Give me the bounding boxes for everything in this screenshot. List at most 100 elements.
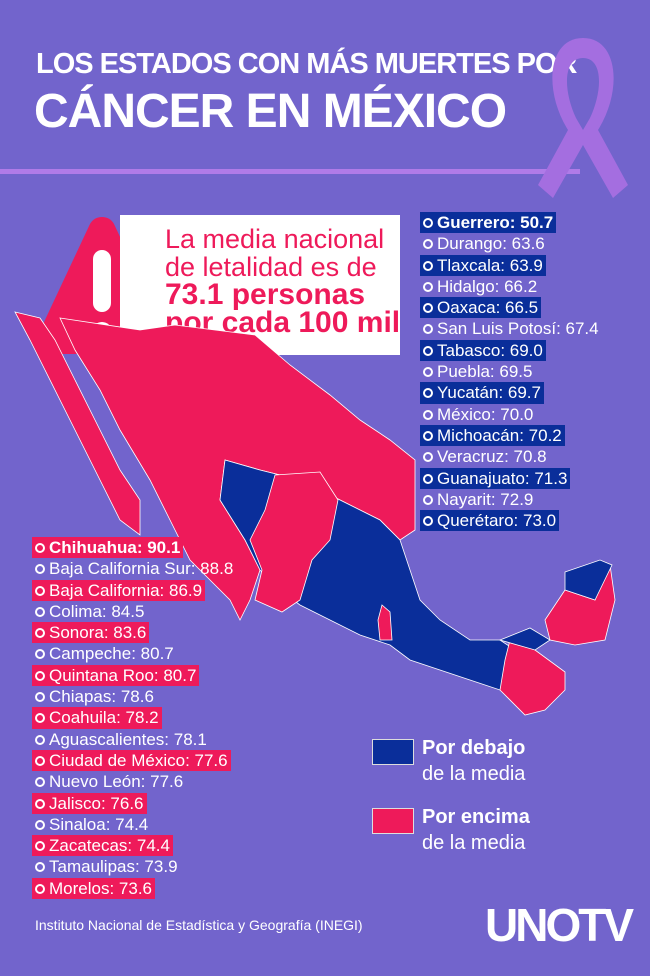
state-item: Ciudad de México: 77.6 <box>32 749 231 772</box>
alert-line-2: de letalidad es de <box>165 252 377 282</box>
bullet-icon <box>423 516 433 527</box>
bullet-icon <box>35 564 45 575</box>
state-label: Campeche: 80.7 <box>49 644 174 664</box>
state-label: Zacatecas: 74.4 <box>49 836 170 856</box>
state-item: México: 70.0 <box>420 404 602 425</box>
state-label: Puebla: 69.5 <box>437 362 533 382</box>
bullet-icon <box>35 713 45 724</box>
state-label: Sonora: 83.6 <box>49 623 147 643</box>
bullet-icon <box>35 649 45 660</box>
legend-below-bold: Por debajo <box>422 737 526 759</box>
state-label: Baja California: 86.9 <box>49 580 203 600</box>
state-item: Veracruz: 70.8 <box>420 446 602 467</box>
state-item: Colima: 84.5 <box>32 601 236 622</box>
state-item: Campeche: 80.7 <box>32 643 236 664</box>
state-label: Oaxaca: 66.5 <box>437 298 539 318</box>
state-item: Oaxaca: 66.5 <box>420 297 542 319</box>
map-region-baja <box>14 311 141 536</box>
state-label: Jalisco: 76.6 <box>49 793 144 813</box>
state-item: San Luis Potosí: 67.4 <box>420 318 602 339</box>
title-line-2: CÁNCER EN MÉXICO <box>34 85 507 138</box>
bullet-icon <box>35 543 45 553</box>
map-region-cdmx-morelos <box>377 604 393 641</box>
alert-line-1: La media nacional <box>165 224 385 254</box>
bullet-icon <box>423 345 433 356</box>
state-label: Baja California Sur: 88.8 <box>49 559 234 579</box>
bullet-icon <box>35 585 45 596</box>
bullet-icon <box>423 388 433 399</box>
mexico-map <box>14 311 616 716</box>
legend-above-rest: de la media <box>422 832 526 854</box>
state-item: Zacatecas: 74.4 <box>32 835 173 857</box>
state-item: Michoacán: 70.2 <box>420 424 565 447</box>
bullet-icon <box>35 628 45 639</box>
state-item: Morelos: 73.6 <box>32 877 155 900</box>
bullet-icon <box>35 734 45 745</box>
bullet-icon <box>35 841 45 852</box>
state-label: Tabasco: 69.0 <box>437 340 543 360</box>
legend-swatch-below <box>372 739 414 765</box>
map-region-west <box>249 471 339 613</box>
state-item: Baja California Sur: 88.8 <box>32 558 236 579</box>
map-region-yucatan <box>564 559 613 601</box>
state-item: Hidalgo: 66.2 <box>420 276 602 297</box>
state-item: Sonora: 83.6 <box>32 622 150 644</box>
state-item: Nuevo León: 77.6 <box>32 771 236 792</box>
legend-below-rest: de la media <box>422 763 526 785</box>
state-item: Tlaxcala: 63.9 <box>420 254 546 276</box>
state-label: Coahuila: 78.2 <box>49 708 159 728</box>
state-label: Chihuahua: 90.1 <box>49 538 181 557</box>
state-item: Guanajuato: 71.3 <box>420 467 571 489</box>
state-label: Guerrero: 50.7 <box>437 213 554 232</box>
state-item: Querétaro: 73.0 <box>420 510 560 532</box>
divider <box>0 169 580 174</box>
bullet-icon <box>423 473 433 484</box>
state-item: Jalisco: 76.6 <box>32 792 147 814</box>
state-item: Nayarit: 72.9 <box>420 489 602 510</box>
state-item: Tamaulipas: 73.9 <box>32 856 236 877</box>
state-item: Baja California: 86.9 <box>32 579 206 601</box>
state-label: Sinaloa: 74.4 <box>49 814 149 834</box>
bullet-icon <box>423 367 433 378</box>
state-item: Quintana Roo: 80.7 <box>32 664 200 687</box>
source-text: Instituto Nacional de Estadística y Geog… <box>35 917 363 933</box>
bullet-icon <box>35 606 45 617</box>
state-item: Sinaloa: 74.4 <box>32 814 236 835</box>
state-item: Guerrero: 50.7 <box>420 212 557 234</box>
state-label: Nayarit: 72.9 <box>437 489 534 509</box>
alert-line-3: 73.1 personas <box>165 278 366 311</box>
state-label: Tlaxcala: 63.9 <box>437 255 543 275</box>
bullet-icon <box>35 819 45 830</box>
bullet-icon <box>423 430 433 441</box>
state-label: Guanajuato: 71.3 <box>437 468 568 488</box>
map-region-chiapas <box>499 639 566 716</box>
state-label: México: 70.0 <box>437 404 534 424</box>
bullet-icon <box>35 692 45 703</box>
legend-swatch-above <box>372 808 414 834</box>
state-label: Hidalgo: 66.2 <box>437 276 538 296</box>
state-label: Chiapas: 78.6 <box>49 687 154 707</box>
state-item: Coahuila: 78.2 <box>32 707 162 729</box>
bullet-icon <box>423 303 433 314</box>
bullet-icon <box>423 239 433 250</box>
bullet-icon <box>35 798 45 809</box>
bullet-icon <box>423 452 433 463</box>
state-label: Ciudad de México: 77.6 <box>49 750 228 770</box>
state-label: Colima: 84.5 <box>49 601 145 621</box>
state-item: Yucatán: 69.7 <box>420 382 544 404</box>
awareness-ribbon-icon <box>538 38 628 198</box>
below-average-list: Guerrero: 50.7 Durango: 63.6 Tlaxcala: 63.… <box>420 212 602 532</box>
bullet-icon <box>35 883 45 894</box>
state-label: Querétaro: 73.0 <box>437 511 557 531</box>
state-label: Aguascalientes: 78.1 <box>49 729 207 749</box>
unotv-logo: UNOTV <box>485 898 634 952</box>
state-label: Tamaulipas: 73.9 <box>49 857 178 877</box>
state-label: San Luis Potosí: 67.4 <box>437 319 599 339</box>
bullet-icon <box>35 862 45 873</box>
state-item: Chiapas: 78.6 <box>32 686 236 707</box>
state-label: Durango: 63.6 <box>437 234 545 254</box>
legend-above-bold: Por encima <box>422 806 530 828</box>
state-label: Veracruz: 70.8 <box>437 447 547 467</box>
bullet-icon <box>423 324 433 335</box>
state-item: Puebla: 69.5 <box>420 361 602 382</box>
